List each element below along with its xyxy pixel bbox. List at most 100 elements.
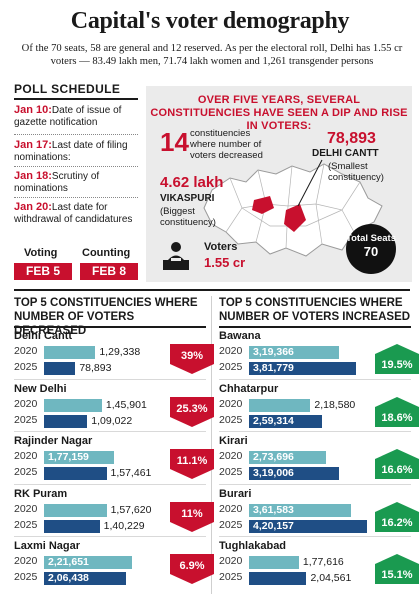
schedule-item: Jan 17:Last date of filing nominations:	[14, 139, 140, 164]
smallest-name: DELHI CANTT	[312, 148, 379, 159]
constituency-name: New Delhi	[14, 382, 67, 395]
biggest-value: 4.62 lakh	[160, 174, 224, 191]
decrease-badge: 39%	[170, 344, 214, 374]
bar-value: 2,73,696	[253, 451, 294, 463]
bar-value: 1,57,620	[110, 503, 152, 516]
row-divider	[219, 536, 411, 537]
decrease-badge: 6.9%	[170, 554, 214, 584]
increased-section-rule	[219, 326, 411, 328]
bar-2025	[44, 572, 126, 585]
bar-2025	[44, 519, 100, 533]
total-seats-value: 70	[363, 244, 379, 259]
voting-label: Voting	[24, 247, 58, 259]
change-percent: 25.3%	[176, 403, 207, 415]
constituency-name: Kirari	[219, 435, 248, 447]
bar-2020	[249, 556, 299, 569]
decrease-badge: 25.3%	[170, 396, 214, 427]
bar-value: 1,77,159	[48, 451, 89, 463]
bar-2020	[249, 451, 326, 464]
bar-2025	[44, 414, 88, 428]
schedule-item: Jan 10:Date of issue of gazette notifica…	[14, 104, 140, 129]
schedule-text: Date of issue of gazette notification	[14, 105, 122, 128]
bar-value: 1,40,229	[103, 519, 145, 532]
change-percent: 16.2%	[381, 517, 412, 529]
smallest-value: 78,893	[327, 130, 376, 147]
constituency-name: Rajinder Nagar	[14, 435, 93, 447]
bar-2025	[249, 467, 339, 480]
biggest-name: VIKASPURI	[160, 193, 215, 204]
row-divider	[14, 378, 206, 380]
total-seats-label: Total Seats	[346, 233, 396, 244]
bar-2025	[249, 572, 307, 585]
constituency-name: Laxmi Nagar	[14, 540, 81, 552]
schedule-divider	[14, 197, 138, 198]
year-label: 2025	[219, 361, 243, 373]
change-percent: 15.1%	[381, 569, 412, 581]
bar-2025	[44, 362, 76, 375]
map-panel-heading: OVER FIVE YEARS, SEVERAL CONSTITUENCIES …	[150, 94, 408, 132]
change-percent: 16.6%	[381, 464, 412, 476]
change-percent: 18.6%	[381, 412, 412, 424]
bar-value: 2,04,561	[310, 572, 352, 584]
bar-2025	[44, 467, 107, 480]
schedule-date: Jan 18:	[14, 170, 52, 182]
bar-2025	[249, 519, 367, 533]
bar-value: 3,61,583	[253, 503, 294, 516]
constituency-name: Chhatarpur	[219, 382, 279, 395]
schedule-divider	[14, 166, 138, 167]
bar-value: 2,59,314	[253, 414, 294, 427]
schedule-text: Last date of filing nominations:	[14, 140, 128, 163]
bar-value: 2,06,438	[48, 572, 89, 584]
decreased-count: 14	[160, 127, 189, 157]
voters-label: Voters	[204, 241, 238, 253]
constituency-name: Tughlakabad	[219, 540, 287, 552]
decrease-badge: 11.1%	[170, 449, 214, 479]
constituency-name: Bawana	[219, 330, 261, 342]
bar-value: 1,29,338	[99, 346, 141, 358]
bar-value: 3,81,779	[253, 362, 294, 374]
schedule-divider	[14, 134, 138, 135]
increase-badge: 19.5%	[375, 344, 419, 374]
counting-date-badge: FEB 8	[80, 263, 138, 280]
decrease-badge: 11%	[170, 501, 214, 532]
year-label: 2025	[14, 518, 38, 531]
year-label: 2020	[219, 450, 243, 462]
increase-badge: 15.1%	[375, 554, 419, 584]
vikaspuri-highlight	[252, 196, 274, 214]
page-title: Capital's voter demography	[70, 8, 350, 34]
voter-icon	[163, 242, 189, 270]
bar-2020	[44, 503, 107, 517]
schedule-item: Jan 20:Last date for withdrawal of candi…	[14, 201, 140, 226]
change-percent: 39%	[181, 350, 203, 362]
year-label: 2020	[219, 397, 243, 410]
year-label: 2020	[14, 502, 38, 515]
biggest-note: (Biggest constituency)	[160, 206, 216, 228]
decreased-text: constituencies where number of voters de…	[190, 128, 263, 161]
bar-2020	[249, 398, 311, 412]
total-seats-badge: Total Seats 70	[346, 224, 396, 274]
bar-2020	[44, 451, 115, 464]
delhi-cantt-pointer	[297, 159, 323, 207]
bar-value: 1,57,461	[110, 467, 152, 479]
schedule-text: Scrutiny of nominations	[14, 171, 100, 194]
bar-value: 2,18,580	[314, 398, 356, 411]
bar-2020	[44, 398, 102, 412]
year-label: 2025	[219, 466, 243, 478]
bar-value: 3,19,006	[253, 467, 294, 479]
increase-badge: 16.6%	[375, 449, 419, 479]
decreased-section-rule	[14, 326, 206, 328]
poll-schedule-rule	[14, 98, 138, 100]
constituency-name: RK Puram	[14, 487, 68, 500]
bar-value: 78,893	[79, 362, 112, 374]
row-divider	[14, 536, 206, 537]
row-divider	[219, 483, 411, 485]
change-percent: 19.5%	[381, 359, 412, 371]
change-percent: 11.1%	[177, 455, 208, 467]
year-label: 2020	[219, 555, 243, 567]
bar-2025	[249, 414, 322, 428]
bar-value: 3,19,366	[253, 346, 294, 358]
constituency-name: Delhi Cantt	[14, 330, 73, 342]
row-divider	[14, 483, 206, 485]
column-divider	[211, 296, 212, 594]
schedule-date: Jan 17:	[14, 139, 52, 151]
